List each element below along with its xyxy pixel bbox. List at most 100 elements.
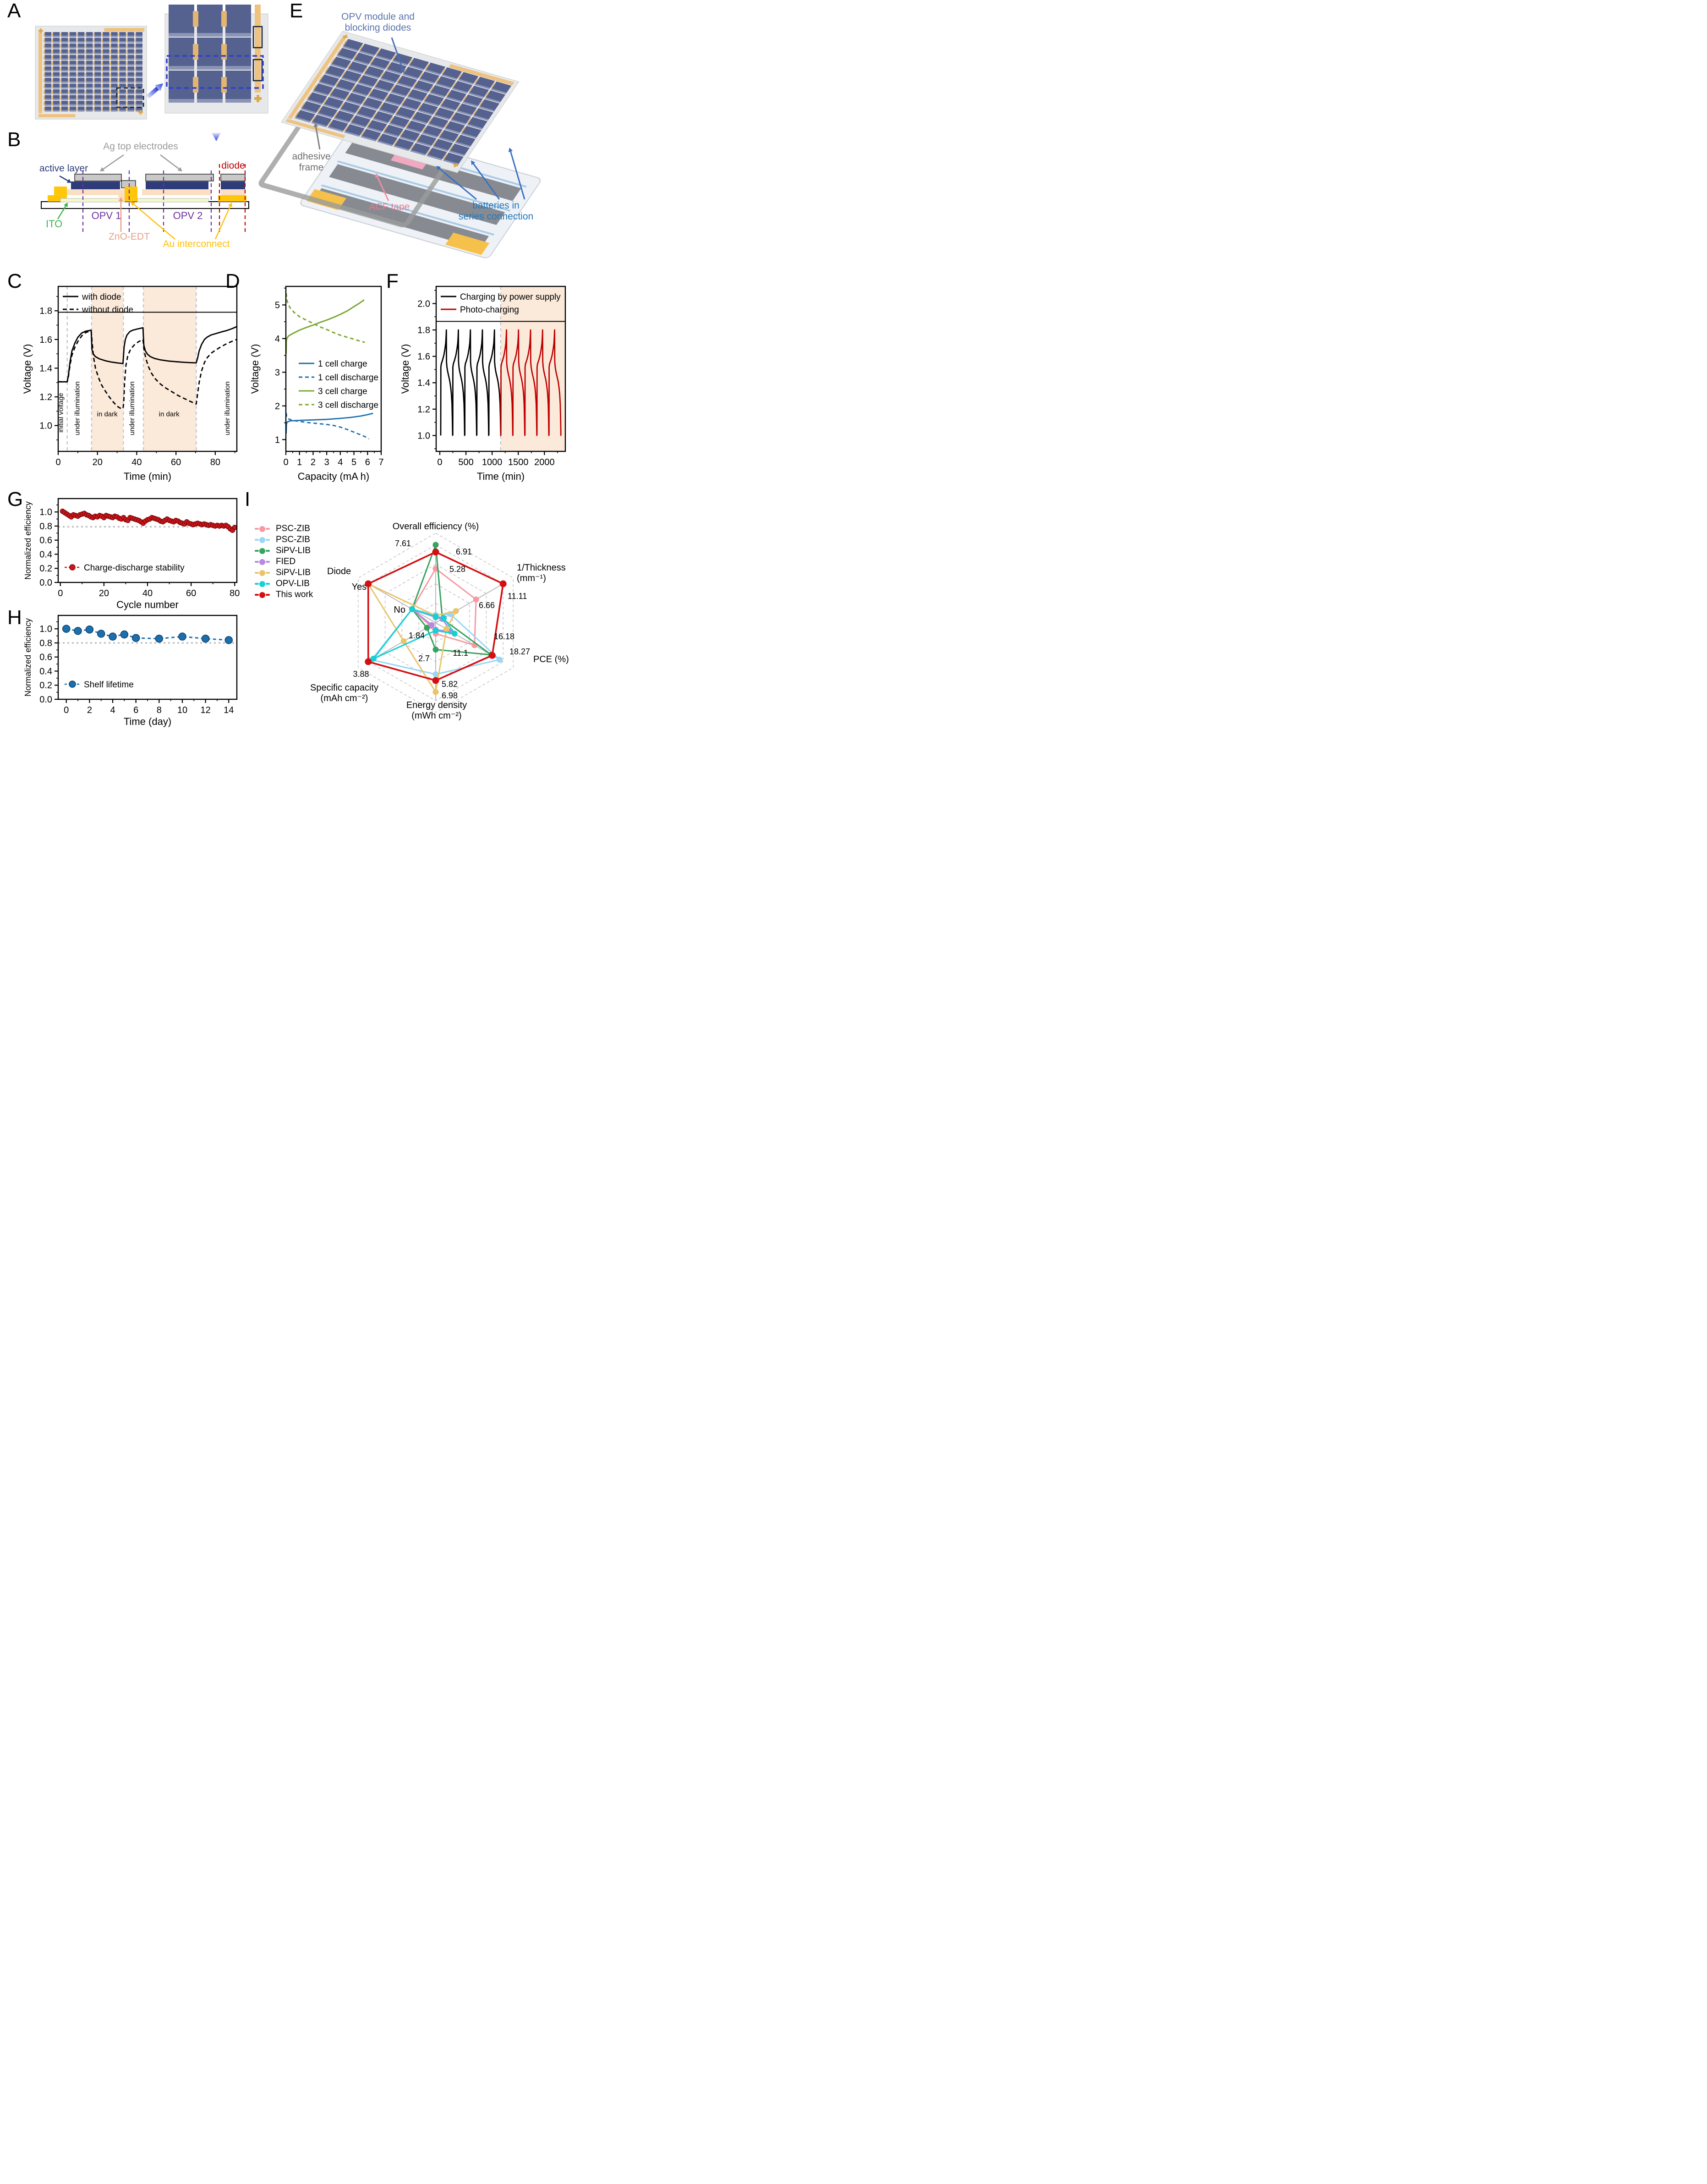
panel-label-d: D	[225, 270, 240, 292]
radar-legend-label: SiPV-LIB	[276, 546, 311, 555]
svg-text:7.61: 7.61	[395, 539, 411, 548]
svg-text:0.0: 0.0	[39, 695, 52, 705]
svg-text:500: 500	[458, 457, 473, 467]
radar-legend-label: SiPV-LIB	[276, 568, 311, 577]
svg-text:Cycle number: Cycle number	[116, 599, 179, 610]
radar-axis-energy-density: Energy density (mWh cm⁻²)	[406, 700, 467, 721]
svg-text:1.0: 1.0	[39, 421, 52, 431]
radar-legend-item: FIED	[255, 556, 313, 567]
svg-text:40: 40	[131, 457, 142, 467]
svg-text:1.2: 1.2	[39, 392, 52, 402]
svg-text:0.4: 0.4	[39, 666, 52, 676]
svg-text:Photo-charging: Photo-charging	[460, 305, 519, 315]
opv-module-schematic	[35, 5, 268, 141]
radar-legend-label: PSC-ZIB	[276, 524, 310, 533]
svg-text:80: 80	[210, 457, 220, 467]
svg-text:1000: 1000	[482, 457, 503, 467]
svg-text:under illumination: under illumination	[128, 381, 136, 435]
opv1-label: OPV 1	[91, 210, 121, 221]
device-cross-section-diagram	[41, 154, 249, 240]
svg-text:Time (min): Time (min)	[477, 471, 525, 482]
svg-text:14: 14	[224, 705, 234, 715]
svg-text:1: 1	[297, 457, 302, 467]
opv2-label: OPV 2	[173, 210, 203, 221]
svg-text:1: 1	[275, 435, 280, 445]
voltage-time-diode-chart: 0 20 40 60 80 1.0 1.2 1.4 1.6 1.8 Time (min) Voltag…	[22, 285, 238, 482]
svg-text:5: 5	[351, 457, 356, 467]
panel-label-i: I	[245, 488, 251, 510]
svg-text:3 cell discharge: 3 cell discharge	[318, 401, 378, 410]
svg-text:6.91: 6.91	[456, 547, 472, 556]
svg-text:3: 3	[275, 368, 280, 378]
radar-legend-item: PSC-ZIB	[255, 534, 313, 545]
radar-axis-diode: Diode	[327, 566, 351, 576]
svg-text:6.66: 6.66	[479, 601, 495, 610]
svg-text:1.4: 1.4	[39, 363, 52, 373]
svg-text:1.4: 1.4	[417, 378, 430, 388]
svg-text:initial voltage: initial voltage	[57, 393, 65, 433]
svg-text:6: 6	[133, 705, 138, 715]
svg-text:2: 2	[311, 457, 316, 467]
panel-label-f: F	[386, 270, 399, 292]
svg-text:without diode: without diode	[82, 305, 133, 315]
radar-legend: PSC-ZIB PSC-ZIB SiPV-LIB FIED SiPV-LIB OPV-LI…	[255, 523, 313, 600]
svg-text:with diode: with diode	[82, 292, 121, 302]
comparison-radar-chart: 7.61 6.91 5.28 11.11 6.66 16.18 18.27 11.1 2.7 1.…	[352, 532, 530, 713]
svg-text:11.11: 11.11	[508, 592, 527, 601]
svg-text:0.6: 0.6	[39, 653, 52, 663]
radar-axis-overall-efficiency: Overall efficiency (%)	[392, 521, 479, 532]
svg-text:6: 6	[365, 457, 370, 467]
svg-text:0: 0	[283, 457, 288, 467]
svg-text:0: 0	[55, 457, 60, 467]
svg-text:2: 2	[87, 705, 92, 715]
svg-text:4: 4	[110, 705, 115, 715]
svg-text:in dark: in dark	[159, 410, 180, 418]
svg-text:0.4: 0.4	[39, 549, 52, 560]
radar-legend-item: SiPV-LIB	[255, 545, 313, 556]
adhesive-frame-label: adhesive frame	[292, 151, 331, 173]
svg-text:Normalized efficiency: Normalized efficiency	[23, 618, 33, 697]
svg-text:2: 2	[275, 401, 280, 412]
svg-text:1 cell discharge: 1 cell discharge	[318, 373, 378, 383]
batteries-series-label: batteries in series connection	[458, 200, 534, 222]
svg-text:1500: 1500	[508, 457, 529, 467]
svg-text:1.8: 1.8	[39, 306, 52, 316]
radar-legend-item: This work	[255, 589, 313, 600]
radar-legend-label: PSC-ZIB	[276, 535, 310, 544]
svg-text:7: 7	[378, 457, 383, 467]
svg-text:0: 0	[64, 705, 69, 715]
svg-text:Yes: Yes	[352, 582, 367, 592]
svg-text:1.0: 1.0	[39, 507, 52, 517]
svg-text:under illumination: under illumination	[224, 381, 231, 435]
svg-text:0.8: 0.8	[39, 521, 52, 532]
svg-text:2000: 2000	[534, 457, 555, 467]
svg-text:8: 8	[157, 705, 162, 715]
voltage-time-charging-chart: 0 500 1000 1500 2000 1.0 1.2 1.4 1.6 1.8 2.0 Time (…	[399, 285, 566, 482]
svg-text:4: 4	[275, 334, 280, 344]
panel-label-b: B	[7, 128, 21, 151]
acf-tape-label: ACF tape	[369, 202, 410, 212]
shelf-lifetime-chart: 0 2 4 6 8 10 12 14 0.0 0.2 0.4 0.6 0.8 1.0 Time (day) N…	[23, 615, 238, 727]
svg-text:1.0: 1.0	[39, 624, 52, 634]
diode-label: diode	[221, 160, 245, 171]
svg-text:Time (min): Time (min)	[124, 471, 171, 482]
radar-axis-inv-thickness: 1/Thickness (mm⁻¹)	[517, 563, 566, 583]
svg-text:Charging by power supply: Charging by power supply	[460, 292, 561, 302]
svg-text:18.27: 18.27	[509, 647, 530, 656]
radar-legend-label: FIED	[276, 557, 296, 566]
svg-text:6.98: 6.98	[442, 691, 458, 700]
svg-text:1.2: 1.2	[417, 405, 430, 415]
panel-label-c: C	[7, 270, 22, 292]
svg-text:3: 3	[324, 457, 329, 467]
svg-text:0: 0	[58, 588, 63, 598]
radar-legend-label: OPV-LIB	[276, 579, 310, 588]
svg-text:No: No	[394, 605, 405, 615]
svg-text:0.0: 0.0	[39, 578, 52, 588]
radar-axis-specific-capacity: Specific capacity (mAh cm⁻²)	[310, 683, 378, 703]
svg-text:0.2: 0.2	[39, 564, 52, 574]
svg-text:0.6: 0.6	[39, 536, 52, 546]
svg-text:20: 20	[99, 588, 109, 598]
svg-text:1.6: 1.6	[417, 352, 430, 362]
panel-label-h: H	[7, 606, 22, 629]
